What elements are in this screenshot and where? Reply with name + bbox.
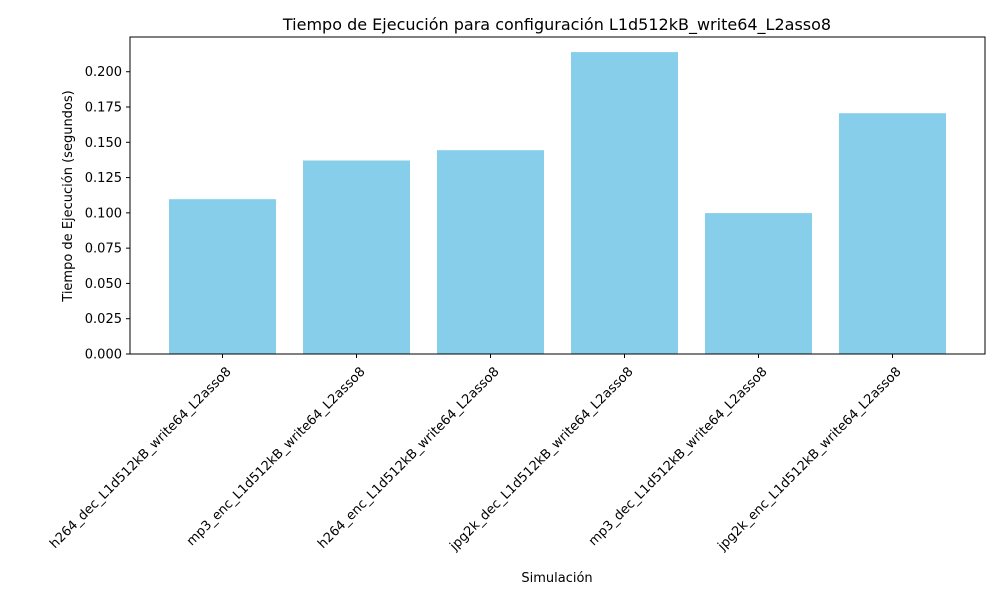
bar <box>839 113 946 354</box>
bar <box>437 150 544 354</box>
y-tick-label: 0.000 <box>85 348 122 363</box>
plot-frame <box>129 36 986 355</box>
bar <box>571 52 678 354</box>
y-tick-label: 0.150 <box>85 136 122 151</box>
bar <box>705 213 812 354</box>
y-axis-ticks: 0.000 0.025 0.050 0.075 0.100 0.125 0.150 0.175… <box>85 65 130 363</box>
bar <box>169 199 276 354</box>
y-tick-label: 0.100 <box>85 206 122 221</box>
bars-group <box>169 52 946 354</box>
chart-title: Tiempo de Ejecución para configuración L… <box>282 15 831 35</box>
bar <box>303 160 410 354</box>
y-tick-label: 0.125 <box>85 171 122 186</box>
y-tick-label: 0.075 <box>85 242 122 257</box>
y-tick-label: 0.050 <box>85 277 122 292</box>
x-axis-ticks: h264_dec_L1d512kB_write64_L2asso8mp3_enc… <box>47 354 905 555</box>
y-tick-label: 0.175 <box>85 101 122 116</box>
x-axis-label: Simulación <box>521 571 592 586</box>
y-tick-label: 0.200 <box>85 65 122 80</box>
y-tick-label: 0.025 <box>85 312 122 327</box>
y-axis-label: Tiempo de Ejecución (segundos) <box>61 90 76 302</box>
